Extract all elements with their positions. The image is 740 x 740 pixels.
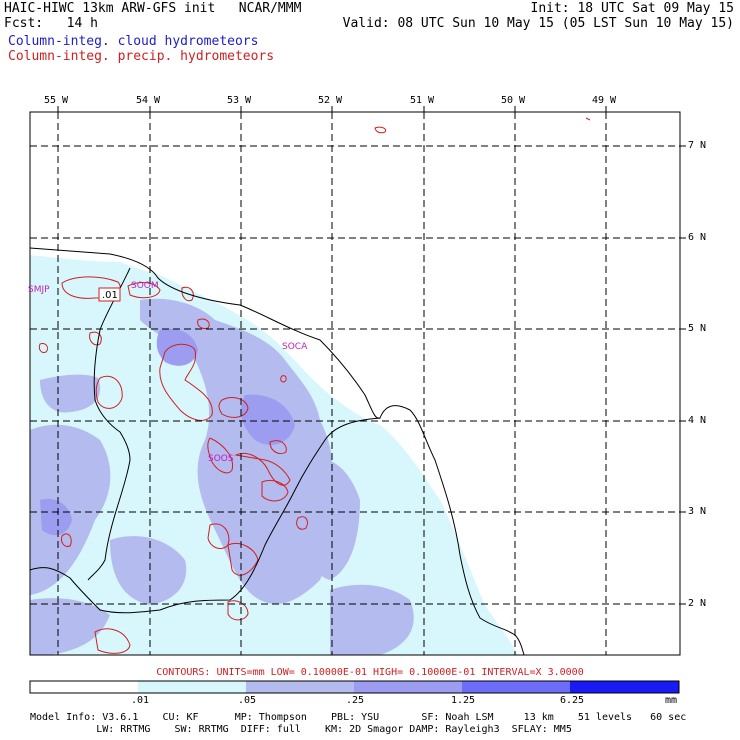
colorbar-bin-3 — [354, 681, 462, 693]
cloud-legend-label: Column-integ. cloud hydrometeors — [8, 34, 259, 49]
lon-label-49w: 49 W — [592, 95, 617, 106]
lon-label-53w: 53 W — [227, 95, 252, 106]
model-info-line1: Model Info: V3.6.1 CU: KF MP: Thompson P… — [30, 712, 687, 723]
lat-label-4n: 4 N — [688, 415, 707, 426]
border-suriname-guiana — [87, 267, 131, 581]
plot-title: HAIC-HIWC 13km ARW-GFS init NCAR/MMM — [4, 1, 302, 16]
init-time: Init: 18 UTC Sat 09 May 15 — [530, 1, 735, 16]
latlon-grid — [30, 112, 680, 655]
contour-info: CONTOURS: UNITS=mm LOW= 0.10000E-01 HIGH… — [156, 667, 584, 678]
lat-label-6n: 6 N — [688, 232, 707, 243]
lon-label-50w: 50 W — [501, 95, 526, 106]
precip-contours — [38, 117, 591, 654]
lon-label-51w: 51 W — [410, 95, 435, 106]
colorbar-bin-2 — [246, 681, 354, 693]
colorbar-label-3: 1.25 — [451, 695, 476, 706]
map-frame — [29, 111, 681, 656]
lat-label-3n: 3 N — [688, 506, 707, 517]
colorbar-bin-4 — [462, 681, 570, 693]
colorbar-label-0: .01 — [131, 695, 150, 706]
colorbar-label-1: .05 — [238, 695, 257, 706]
lon-ticks — [57, 106, 607, 112]
shaded-field — [30, 255, 518, 655]
colorbar — [29, 680, 680, 694]
valid-time: Valid: 08 UTC Sun 10 May 15 (05 LST Sun … — [342, 16, 734, 31]
colorbar-bin-0 — [30, 681, 138, 693]
lon-label-54w: 54 W — [136, 95, 161, 106]
contour-label: .01 — [102, 290, 118, 301]
precip-legend-label: Column-integ. precip. hydrometeors — [8, 49, 275, 64]
lat-label-7n: 7 N — [688, 140, 707, 151]
colorbar-frame — [29, 680, 680, 694]
model-info-line2: LW: RRTMG SW: RRTMG DIFF: full KM: 2D Sm… — [30, 724, 572, 735]
colorbar-units: mm — [665, 695, 678, 706]
lat-label-5n: 5 N — [688, 323, 707, 334]
station-soom: SOOM — [131, 281, 159, 291]
station-soos: SOOS — [208, 454, 234, 464]
coastline — [30, 247, 525, 655]
border-brazil — [30, 417, 381, 614]
contour-label-box — [98, 287, 121, 302]
colorbar-label-4: 6.25 — [560, 695, 585, 706]
cloud-field-medium — [30, 298, 414, 655]
lat-label-2n: 2 N — [688, 598, 707, 609]
station-smjp: SMJP — [28, 285, 50, 295]
colorbar-bin-5 — [570, 681, 679, 693]
forecast-hour: Fcst: 14 h — [4, 16, 98, 31]
lat-ticks — [680, 145, 686, 605]
station-soca: SOCA — [282, 342, 308, 352]
cloud-field-dark — [40, 328, 295, 536]
colorbar-label-2: .25 — [346, 695, 365, 706]
colorbar-bin-1 — [138, 681, 246, 693]
lon-label-52w: 52 W — [318, 95, 343, 106]
lon-label-55w: 55 W — [44, 95, 69, 106]
